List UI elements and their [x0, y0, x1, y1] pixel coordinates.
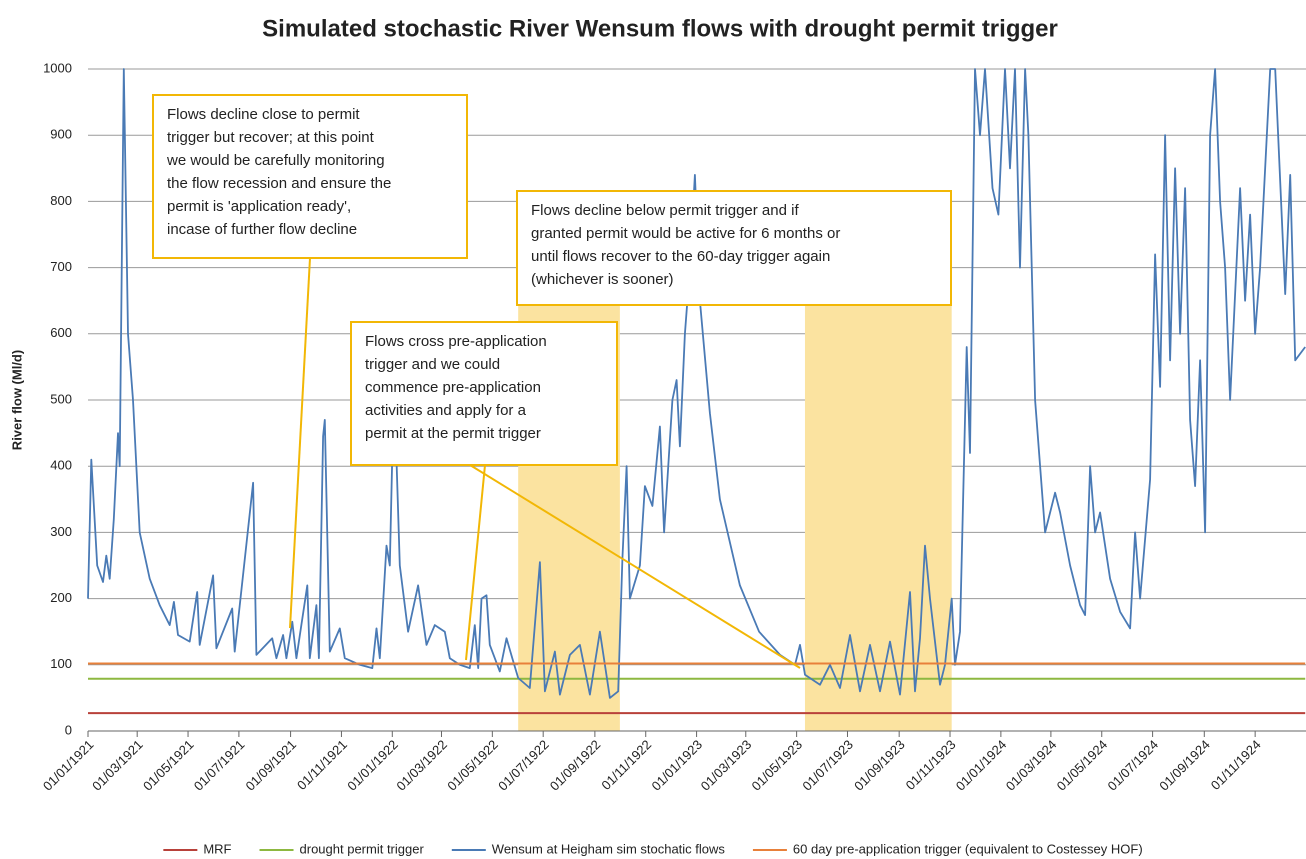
annotation-text: permit is 'application ready', — [167, 198, 351, 215]
y-tick-label: 700 — [50, 259, 72, 274]
y-tick-label: 600 — [50, 325, 72, 340]
annotation-leader — [289, 257, 311, 629]
annotation-text: trigger and we could — [365, 356, 500, 373]
x-tick-label: 01/09/1921 — [243, 737, 300, 794]
annotation-text: until flows recover to the 60-day trigge… — [531, 248, 830, 265]
chart-title: Simulated stochastic River Wensum flows … — [262, 15, 1058, 42]
y-tick-label: 200 — [50, 590, 72, 605]
x-tick-label: 01/03/1922 — [393, 737, 450, 794]
x-tick-label: 01/09/1922 — [547, 737, 604, 794]
y-tick-label: 100 — [50, 656, 72, 671]
x-tick-label: 01/03/1921 — [89, 737, 146, 794]
x-tick-label: 01/03/1924 — [1003, 737, 1060, 794]
x-tick-label: 01/07/1922 — [495, 737, 552, 794]
y-tick-label: 300 — [50, 524, 72, 539]
legend-label: drought permit trigger — [300, 841, 425, 856]
annotation-leader — [469, 464, 801, 669]
x-tick-label: 01/01/1924 — [953, 737, 1010, 794]
annotation-text: commence pre-application — [365, 379, 541, 396]
legend-label: 60 day pre-application trigger (equivale… — [793, 841, 1143, 856]
y-axis-label: River flow (Ml/d) — [9, 350, 24, 450]
legend-label: MRF — [203, 841, 231, 856]
series-line — [87, 68, 1306, 699]
shaded-period — [804, 305, 952, 731]
x-tick-label: 01/11/1922 — [598, 737, 654, 793]
annotation-text: Flows decline close to permit — [167, 106, 360, 123]
x-tick-label: 01/07/1923 — [799, 737, 856, 794]
x-tick-label: 01/05/1923 — [749, 737, 806, 794]
x-tick-label: 01/03/1923 — [698, 737, 755, 794]
annotation-text: activities and apply for a — [365, 402, 527, 419]
x-tick-label: 01/09/1924 — [1156, 737, 1213, 794]
x-tick-label: 01/01/1921 — [40, 737, 97, 794]
x-tick-label: 01/07/1924 — [1105, 737, 1162, 794]
legend-label: Wensum at Heigham sim stochatic flows — [492, 841, 726, 856]
annotation-text: trigger but recover; at this point — [167, 129, 375, 146]
y-tick-label: 500 — [50, 391, 72, 406]
annotation-text: granted permit would be active for 6 mon… — [531, 225, 840, 242]
x-tick-label: 01/01/1922 — [344, 737, 401, 794]
x-tick-label: 01/09/1923 — [851, 737, 908, 794]
legend: MRF drought permit trigger Wensum at Heigh… — [163, 841, 1143, 856]
annotation-text: (whichever is sooner) — [531, 271, 674, 288]
annotation-box — [516, 190, 952, 306]
annotation-box — [152, 94, 468, 259]
x-tick-label: 01/05/1924 — [1054, 737, 1111, 794]
x-tick-label: 01/07/1921 — [191, 737, 248, 794]
y-tick-label: 900 — [50, 127, 72, 142]
y-tick-label: 400 — [50, 458, 72, 473]
x-tick-label: 01/05/1921 — [140, 737, 197, 794]
annotation-text: Flows decline below permit trigger and i… — [531, 202, 799, 219]
annotation-text: the flow recession and ensure the — [167, 175, 391, 192]
annotation-text: incase of further flow decline — [167, 221, 357, 238]
annotation-leader — [465, 464, 486, 661]
annotation-text: we would be carefully monitoring — [166, 152, 385, 169]
x-tick-label: 01/11/1923 — [903, 737, 959, 793]
annotation-box — [350, 321, 618, 466]
x-tick-label: 01/01/1923 — [649, 737, 706, 794]
x-tick-label: 01/11/1921 — [294, 737, 350, 793]
x-tick-label: 01/05/1922 — [444, 737, 501, 794]
x-tick-label: 01/11/1924 — [1208, 737, 1264, 793]
y-tick-label: 800 — [50, 193, 72, 208]
y-tick-label: 1000 — [43, 60, 72, 75]
y-tick-label: 0 — [65, 722, 72, 737]
annotation-text: permit at the permit trigger — [365, 425, 541, 442]
annotation-text: Flows cross pre-application — [365, 333, 547, 350]
